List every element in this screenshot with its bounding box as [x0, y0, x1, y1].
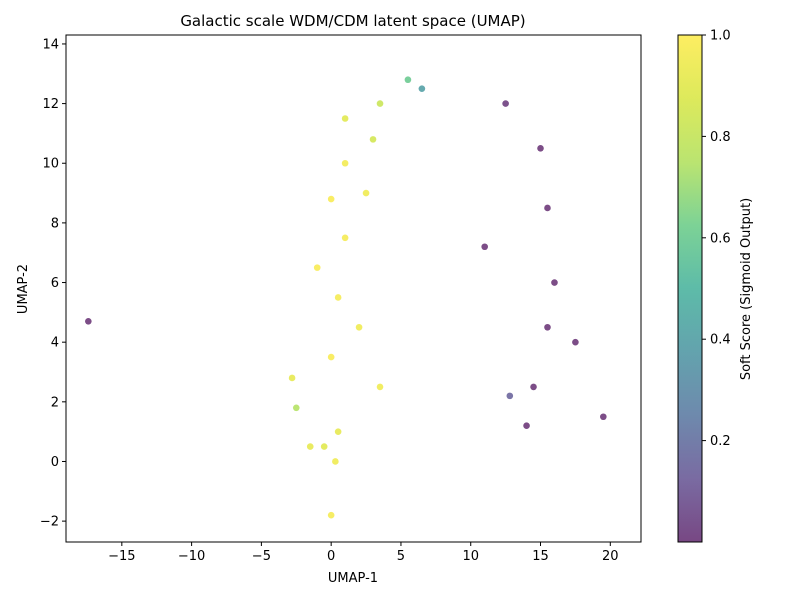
colorbar-tick-label: 0.8 [710, 130, 731, 145]
scatter-point [320, 443, 328, 450]
x-tick-label: 20 [602, 549, 619, 564]
colorbar-tick-label: 1.0 [710, 29, 731, 44]
colorbar-tick-label: 0.4 [710, 333, 731, 348]
scatter-point [313, 264, 321, 271]
y-tick-label: 2 [51, 395, 59, 410]
y-tick-label: 6 [51, 276, 59, 291]
scatter-point [600, 413, 607, 421]
y-tick-label: 8 [51, 216, 59, 231]
scatter-point [544, 323, 551, 331]
scatter-point [341, 234, 349, 242]
scatter-point [537, 145, 544, 152]
y-axis-label: UMAP-2 [16, 264, 31, 314]
scatter-point [292, 404, 300, 412]
scatter-point [288, 374, 296, 382]
y-tick-label: 10 [42, 157, 59, 172]
scatter-point [334, 294, 342, 301]
x-tick-label: 0 [327, 549, 335, 564]
scatter-point [369, 136, 377, 143]
scatter-point [481, 243, 488, 251]
scatter-point [404, 76, 412, 84]
x-tick-label: −10 [178, 549, 205, 564]
y-tick-label: 4 [51, 336, 59, 351]
scatter-point [502, 100, 509, 107]
scatter-point [327, 195, 335, 203]
scatter-point [332, 458, 339, 465]
scatter-point [327, 511, 335, 519]
x-tick-label: −5 [252, 549, 271, 564]
colorbar-ticks: 0.2 0.4 0.6 0.8 1.0 [702, 29, 731, 449]
x-tick-label: 15 [532, 549, 549, 564]
scatter-point [327, 353, 335, 361]
colorbar-tick-label: 0.2 [710, 434, 731, 449]
scatter-point [376, 383, 384, 391]
y-tick-label: −2 [40, 515, 59, 530]
scatter-point [341, 115, 349, 122]
colorbar-tick-label: 0.6 [710, 231, 731, 246]
colorbar [677, 34, 703, 543]
scatter-point [523, 422, 530, 429]
y-tick-label: 12 [42, 97, 59, 112]
scatter-point [362, 189, 370, 197]
x-tick-label: 5 [397, 549, 405, 564]
scatter-point [418, 85, 426, 92]
scatter-point [551, 279, 558, 286]
x-tick-label: −15 [108, 549, 135, 564]
scatter-point [530, 383, 537, 391]
scatter-point [376, 100, 384, 107]
colorbar-label: Soft Score (Sigmoid Output) [739, 198, 754, 380]
scatter-point [572, 338, 579, 346]
x-tick-label: 10 [462, 549, 479, 564]
plot-frame [65, 34, 642, 543]
scatter-point [85, 318, 92, 325]
scatter-point [355, 323, 363, 331]
scatter-point [544, 204, 551, 212]
y-axis-ticks: −2 0 2 4 6 8 10 12 14 [40, 37, 66, 530]
scatter-point [341, 159, 349, 167]
y-tick-label: 0 [51, 455, 59, 470]
scatter-point [334, 428, 342, 435]
x-axis-label: UMAP-1 [328, 571, 378, 586]
x-axis-ticks: −15 −10 −5 0 5 10 15 20 [108, 542, 619, 564]
scatter-point [506, 392, 514, 400]
scatter-points [85, 76, 607, 519]
y-tick-label: 14 [42, 37, 59, 52]
scatter-point [306, 443, 314, 450]
chart-title: Galactic scale WDM/CDM latent space (UMA… [180, 12, 525, 30]
